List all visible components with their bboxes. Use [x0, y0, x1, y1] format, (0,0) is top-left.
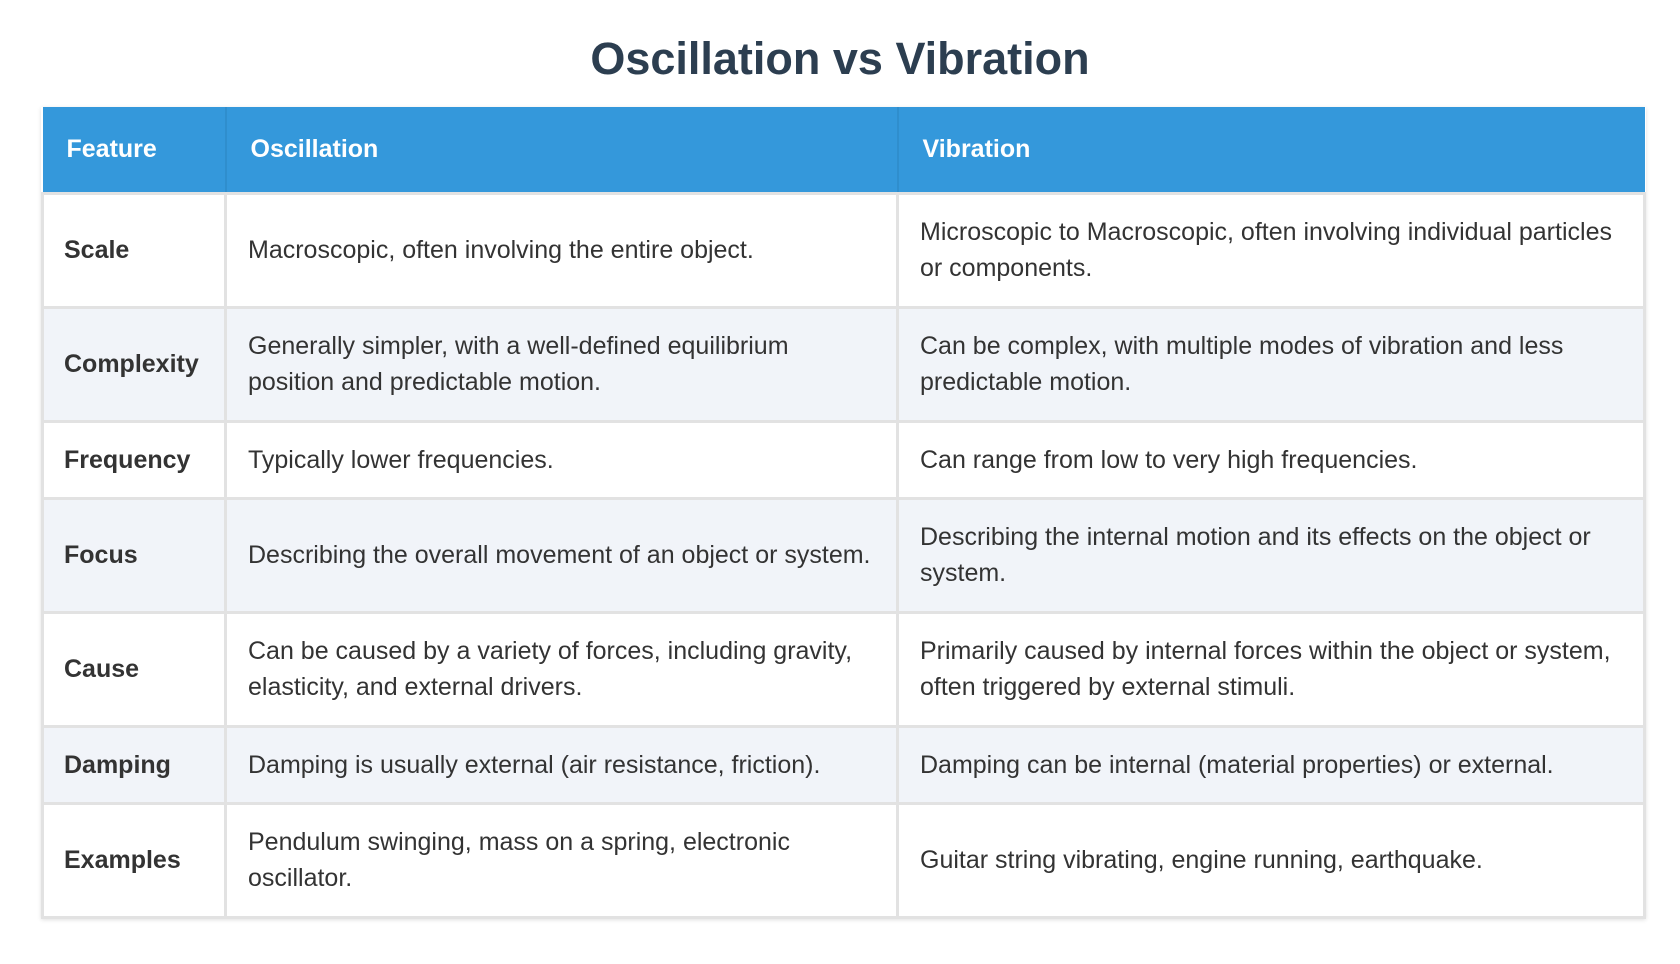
oscillation-cell: Can be caused by a variety of forces, in…: [224, 610, 899, 728]
vibration-cell: Guitar string vibrating, engine running,…: [896, 801, 1646, 919]
table-row: Complexity Generally simpler, with a wel…: [41, 305, 1646, 423]
page-title: Oscillation vs Vibration: [590, 33, 1090, 84]
table-body: Scale Macroscopic, often involving the e…: [41, 191, 1646, 919]
table-row: Examples Pendulum swinging, mass on a sp…: [41, 801, 1646, 919]
vibration-cell: Describing the internal motion and its e…: [896, 496, 1646, 614]
feature-cell: Examples: [41, 801, 227, 919]
oscillation-cell: Generally simpler, with a well-defined e…: [224, 305, 899, 423]
feature-cell: Complexity: [41, 305, 227, 423]
vibration-cell: Can range from low to very high frequenc…: [896, 419, 1646, 500]
feature-cell: Frequency: [41, 419, 227, 500]
feature-cell: Cause: [41, 610, 227, 728]
oscillation-cell: Macroscopic, often involving the entire …: [224, 191, 899, 309]
oscillation-cell: Pendulum swinging, mass on a spring, ele…: [224, 801, 899, 919]
comparison-table: Feature Oscillation Vibration Scale Macr…: [41, 107, 1646, 919]
vibration-cell: Damping can be internal (material proper…: [896, 724, 1646, 805]
column-header-vibration: Vibration: [897, 107, 1645, 193]
vibration-cell: Can be complex, with multiple modes of v…: [896, 305, 1646, 423]
table-row: Focus Describing the overall movement of…: [41, 496, 1646, 614]
vibration-cell: Primarily caused by internal forces with…: [896, 610, 1646, 728]
feature-cell: Focus: [41, 496, 227, 614]
column-header-feature: Feature: [42, 107, 227, 193]
table-header: Feature Oscillation Vibration: [42, 107, 1645, 193]
table-row: Scale Macroscopic, often involving the e…: [41, 191, 1646, 309]
table-row: Cause Can be caused by a variety of forc…: [41, 610, 1646, 728]
oscillation-cell: Typically lower frequencies.: [224, 419, 899, 500]
oscillation-cell: Damping is usually external (air resista…: [224, 724, 899, 805]
oscillation-cell: Describing the overall movement of an ob…: [224, 496, 899, 614]
feature-cell: Damping: [41, 724, 227, 805]
table-row: Frequency Typically lower frequencies. C…: [41, 419, 1646, 500]
table-row: Damping Damping is usually external (air…: [41, 724, 1646, 805]
header-row: Feature Oscillation Vibration: [42, 107, 1645, 193]
vibration-cell: Microscopic to Macroscopic, often involv…: [896, 191, 1646, 309]
column-header-oscillation: Oscillation: [225, 107, 899, 193]
feature-cell: Scale: [41, 191, 227, 309]
